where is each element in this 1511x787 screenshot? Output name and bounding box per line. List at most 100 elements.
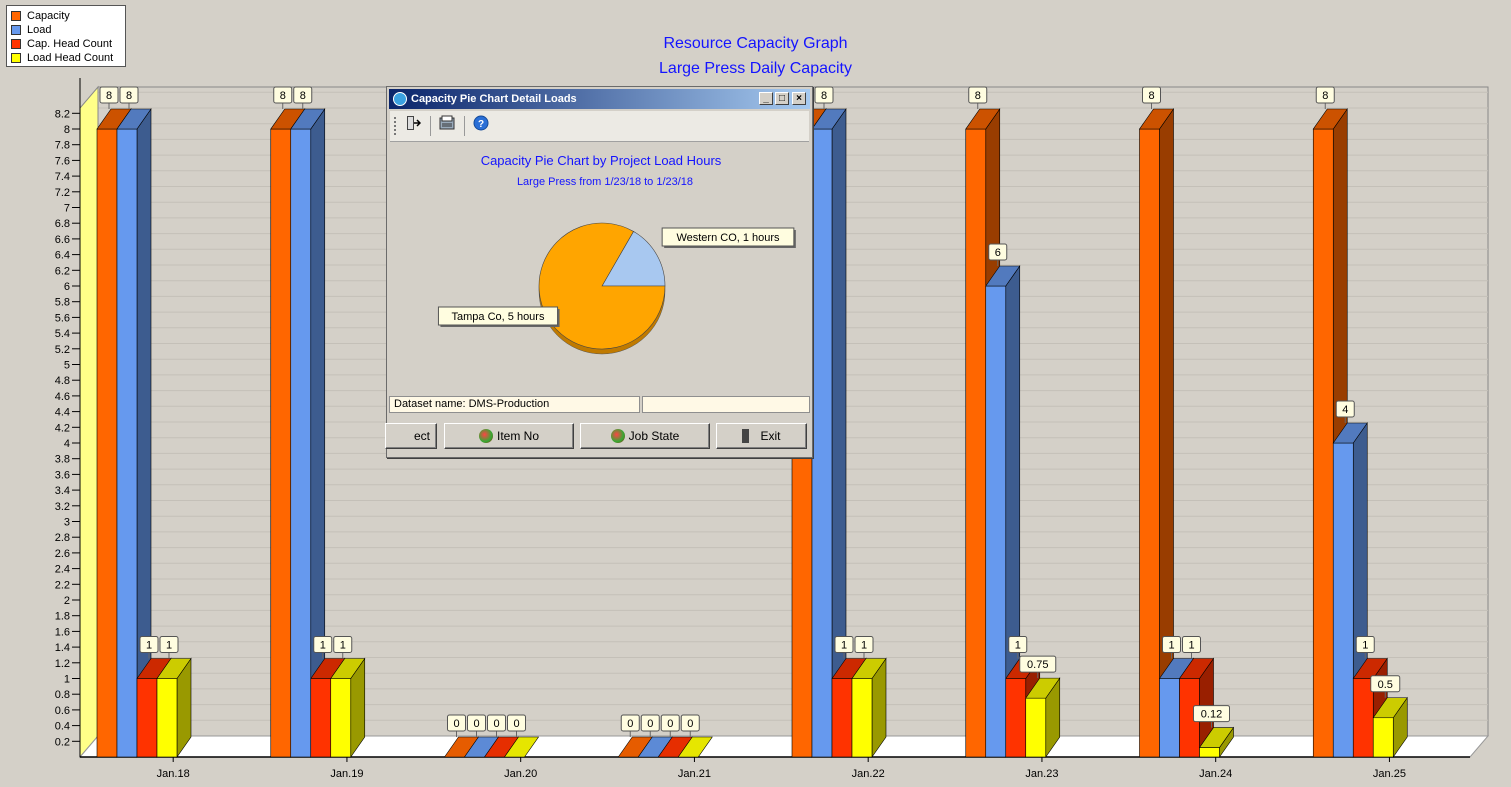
- bar-top: [1372, 697, 1408, 719]
- data-label-box: [660, 714, 680, 732]
- y-tick-label: 5: [64, 360, 70, 372]
- legend-swatch: [11, 39, 21, 49]
- bar-top: [1332, 422, 1368, 444]
- bar-top: [1198, 727, 1235, 748]
- data-label: 0: [487, 714, 506, 737]
- y-tick-label: 0.2: [55, 736, 70, 748]
- bar-side: [136, 108, 152, 758]
- data-label: 1: [1182, 636, 1201, 659]
- data-label-text: 1: [1168, 640, 1174, 652]
- y-tick-label: 7.6: [55, 155, 70, 167]
- chart-left-wall: [79, 85, 99, 759]
- y-tick-label: 5.2: [55, 344, 70, 356]
- legend-item-load-head-count: Load Head Count: [11, 51, 121, 65]
- x-tick-label: Jan.24: [1199, 768, 1232, 780]
- pie-chart-dialog: Capacity Pie Chart Detail Loads _ □ × ? …: [385, 86, 813, 458]
- y-tick-label: 1.8: [55, 611, 70, 623]
- job-state-icon: [610, 429, 625, 443]
- legend-swatch: [11, 25, 21, 35]
- x-tick-label: Jan.23: [1025, 768, 1058, 780]
- bar-load-head-count-jan18: [156, 657, 192, 758]
- maximize-button[interactable]: □: [775, 92, 789, 105]
- chart-subtitle: Large Press Daily Capacity: [659, 60, 852, 77]
- data-label-text: 1: [166, 640, 172, 652]
- bar-front: [1025, 697, 1047, 758]
- job-state-button[interactable]: Job State: [580, 423, 710, 449]
- bar-top: [985, 265, 1021, 287]
- bar-front: [330, 678, 352, 758]
- y-tick-label: 2.6: [55, 548, 70, 560]
- bar-front: [965, 128, 987, 758]
- data-label-text: 0: [667, 718, 673, 730]
- pie-title: Capacity Pie Chart by Project Load Hours: [481, 153, 722, 168]
- y-tick-label: 3: [64, 517, 70, 529]
- chart-title: Resource Capacity Graph: [663, 35, 848, 52]
- bar-front: [156, 678, 178, 758]
- y-tick-label: 5.6: [55, 312, 70, 324]
- bar-front: [96, 128, 118, 758]
- x-tick-label: Jan.21: [678, 768, 711, 780]
- y-tick-label: 5.4: [55, 328, 70, 340]
- bar-load-head-count-jan19: [330, 657, 366, 758]
- y-tick-label: 6.2: [55, 265, 70, 277]
- bar-side: [831, 108, 847, 758]
- data-label: 8: [273, 86, 293, 109]
- exit-door-icon: [742, 429, 757, 443]
- dialog-title-bar[interactable]: Capacity Pie Chart Detail Loads _ □ ×: [389, 89, 810, 109]
- data-label-box: [1182, 636, 1201, 653]
- y-tick-label: 4.2: [55, 422, 70, 434]
- y-tick-label: 4.4: [55, 407, 70, 419]
- data-label-box: [640, 714, 660, 732]
- exit-button[interactable]: Exit: [716, 423, 807, 449]
- y-tick-label: 6.8: [55, 218, 70, 230]
- data-label-box: [273, 86, 293, 104]
- y-tick-label: 3.4: [55, 485, 70, 497]
- pie-slice: [601, 231, 666, 287]
- bar-top: [677, 736, 713, 758]
- data-label-text: 0: [627, 718, 633, 730]
- y-tick-label: 1.4: [55, 642, 70, 654]
- y-tick-label: 1: [64, 674, 70, 686]
- bar-load-head-count-jan20: [503, 736, 540, 758]
- bar-top: [116, 108, 152, 130]
- exit-door-icon[interactable]: [402, 115, 424, 137]
- select-button[interactable]: ect: [385, 423, 437, 449]
- bar-front: [1139, 128, 1160, 758]
- y-tick-label: 2.4: [55, 564, 70, 576]
- y-tick-label: 8: [64, 124, 70, 136]
- y-tick-label: 3.6: [55, 469, 70, 481]
- dataset-name-status: Dataset name: DMS-Production: [389, 396, 640, 413]
- data-label-text: 8: [975, 90, 981, 102]
- y-tick-label: 0.8: [55, 689, 70, 701]
- close-button[interactable]: ×: [792, 92, 806, 105]
- data-label-text: 0: [493, 718, 499, 730]
- data-label-text: 0: [453, 718, 459, 730]
- y-tick-label: 7.4: [55, 171, 70, 183]
- data-label-box: [680, 714, 700, 732]
- pie-label-box: [661, 227, 795, 247]
- y-tick-label: 7.8: [55, 140, 70, 152]
- y-tick-label: 6.6: [55, 234, 70, 246]
- data-label-box: [854, 636, 874, 653]
- bar-front: [1332, 442, 1354, 758]
- help-icon[interactable]: ?: [470, 115, 492, 137]
- bar-load-head-count-jan22: [851, 657, 887, 758]
- data-label: 0: [640, 714, 660, 737]
- data-label: 1: [1008, 636, 1028, 659]
- data-label-box: [333, 636, 353, 653]
- minimize-button[interactable]: _: [759, 92, 773, 105]
- chart-legend: Capacity Load Cap. Head Count Load Head …: [6, 5, 126, 67]
- toolbar-grip[interactable]: [394, 117, 398, 135]
- data-label: 1: [1162, 636, 1181, 659]
- x-tick-label: Jan.20: [504, 768, 537, 780]
- data-label-box: [1162, 636, 1181, 653]
- item-no-button[interactable]: Item No: [444, 423, 574, 449]
- data-label: 1: [1355, 636, 1375, 659]
- data-label: 0: [680, 714, 700, 737]
- svg-text:?: ?: [478, 119, 484, 130]
- data-label-box: [487, 714, 506, 732]
- bar-top: [1312, 108, 1348, 130]
- data-label-box: [814, 86, 834, 104]
- print-report-icon[interactable]: [436, 115, 458, 137]
- data-label-text: 1: [841, 640, 847, 652]
